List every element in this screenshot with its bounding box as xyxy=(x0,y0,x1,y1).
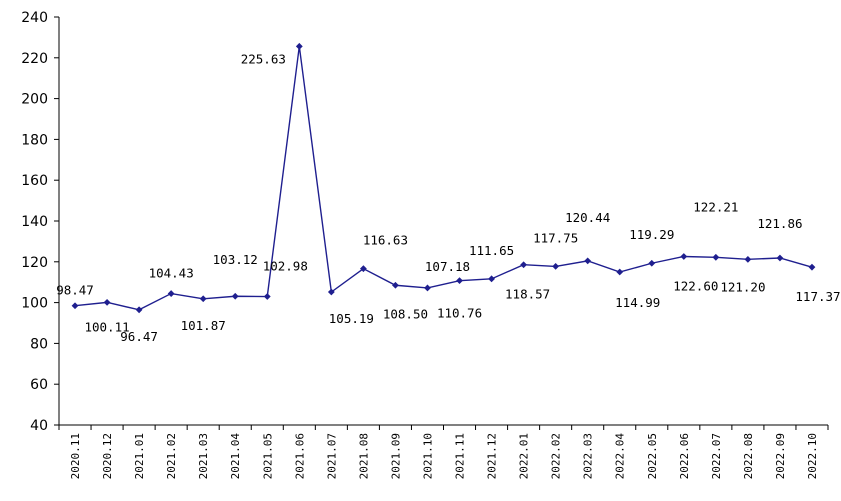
data-label: 122.60 xyxy=(673,278,718,293)
data-point-marker xyxy=(552,262,560,270)
data-label: 117.37 xyxy=(795,289,840,304)
data-label: 114.99 xyxy=(615,295,660,310)
data-point-marker xyxy=(231,292,239,300)
x-tick-label: 2021.11 xyxy=(454,433,467,479)
x-tick-label: 2021.02 xyxy=(165,433,178,479)
x-tick-label: 2021.04 xyxy=(229,433,242,480)
data-point-marker xyxy=(135,306,143,314)
data-point-marker xyxy=(808,263,816,271)
x-tick-label: 2021.10 xyxy=(421,433,434,479)
x-tick-label: 2022.09 xyxy=(774,433,787,479)
data-point-marker xyxy=(744,255,752,263)
data-point-marker xyxy=(712,253,720,261)
x-tick-label: 2021.06 xyxy=(293,433,306,479)
data-label: 101.87 xyxy=(181,318,226,333)
data-label: 110.76 xyxy=(437,306,482,321)
x-tick-label: 2021.09 xyxy=(389,433,402,479)
data-label: 118.57 xyxy=(505,287,550,302)
data-point-marker xyxy=(584,257,592,265)
y-tick-label: 140 xyxy=(21,214,48,230)
data-point-marker xyxy=(424,284,431,292)
data-label: 100.11 xyxy=(84,319,129,334)
data-point-marker xyxy=(680,253,688,260)
data-point-marker xyxy=(295,42,303,50)
y-tick-label: 160 xyxy=(21,173,48,189)
y-tick-label: 200 xyxy=(21,92,48,108)
y-tick-label: 60 xyxy=(30,377,48,393)
data-label: 120.44 xyxy=(565,210,610,225)
x-tick-label: 2020.12 xyxy=(101,433,114,479)
data-label: 121.20 xyxy=(720,279,765,294)
data-label: 121.86 xyxy=(757,216,802,231)
data-point-marker xyxy=(103,298,111,306)
x-axis-ticks: 2020.11 2020.12 2021.01 2021.02 2021.03 2021.… xyxy=(58,425,829,480)
data-point-marker xyxy=(776,254,784,262)
x-tick-label: 2020.11 xyxy=(69,433,82,479)
series-line xyxy=(74,46,813,311)
x-tick-label: 2022.05 xyxy=(646,433,659,479)
x-tick-label: 2021.07 xyxy=(325,433,338,479)
data-label: 104.43 xyxy=(149,266,194,281)
x-tick-label: 2022.08 xyxy=(742,433,755,479)
x-tick-label: 2021.01 xyxy=(133,433,146,479)
data-point-marker xyxy=(71,302,79,310)
x-tick-label: 2022.03 xyxy=(582,433,595,479)
x-tick-label: 2022.10 xyxy=(806,433,819,479)
x-tick-label: 2022.02 xyxy=(550,433,563,479)
data-point-marker xyxy=(520,261,528,269)
x-tick-label: 2021.12 xyxy=(486,433,499,479)
data-label: 119.29 xyxy=(629,227,674,242)
y-tick-label: 40 xyxy=(30,418,48,434)
data-label: 225.63 xyxy=(241,51,286,66)
x-tick-label: 2021.05 xyxy=(261,433,274,479)
data-point-marker xyxy=(167,290,175,297)
data-label: 103.12 xyxy=(213,252,258,267)
y-tick-label: 180 xyxy=(21,132,48,148)
y-tick-label: 80 xyxy=(30,336,48,352)
data-label: 122.21 xyxy=(693,199,738,214)
y-tick-label: 240 xyxy=(21,10,48,26)
data-point-marker xyxy=(263,293,271,300)
data-label: 108.50 xyxy=(383,306,428,321)
data-label: 102.98 xyxy=(263,259,308,274)
data-point-marker xyxy=(488,275,495,283)
series-layer xyxy=(71,42,816,314)
data-point-marker xyxy=(648,259,656,267)
data-point-marker xyxy=(199,295,207,303)
x-tick-label: 2022.06 xyxy=(678,433,691,479)
data-label: 117.75 xyxy=(533,230,578,245)
x-tick-label: 2021.08 xyxy=(357,433,370,479)
data-point-marker xyxy=(359,265,367,273)
y-tick-label: 100 xyxy=(21,296,48,312)
y-tick-label: 120 xyxy=(21,255,48,271)
data-point-marker xyxy=(616,268,624,276)
x-tick-label: 2022.01 xyxy=(518,433,531,479)
y-axis-ticks: 40 60 80 100 120 140 160 180 200 220 240 xyxy=(21,10,59,434)
data-label: 105.19 xyxy=(329,311,374,326)
data-point-marker xyxy=(327,288,335,296)
y-tick-label: 220 xyxy=(21,51,48,67)
data-label: 116.63 xyxy=(363,233,408,248)
data-point-marker xyxy=(456,277,463,285)
data-label: 111.65 xyxy=(469,243,514,258)
data-point-marker xyxy=(392,281,399,289)
x-tick-label: 2021.03 xyxy=(197,433,210,479)
axes xyxy=(58,17,828,426)
x-tick-label: 2022.04 xyxy=(614,433,627,480)
data-label: 98.47 xyxy=(56,283,94,298)
x-tick-label: 2022.07 xyxy=(710,433,723,479)
data-label: 96.47 xyxy=(120,329,158,344)
data-label: 107.18 xyxy=(425,259,470,274)
